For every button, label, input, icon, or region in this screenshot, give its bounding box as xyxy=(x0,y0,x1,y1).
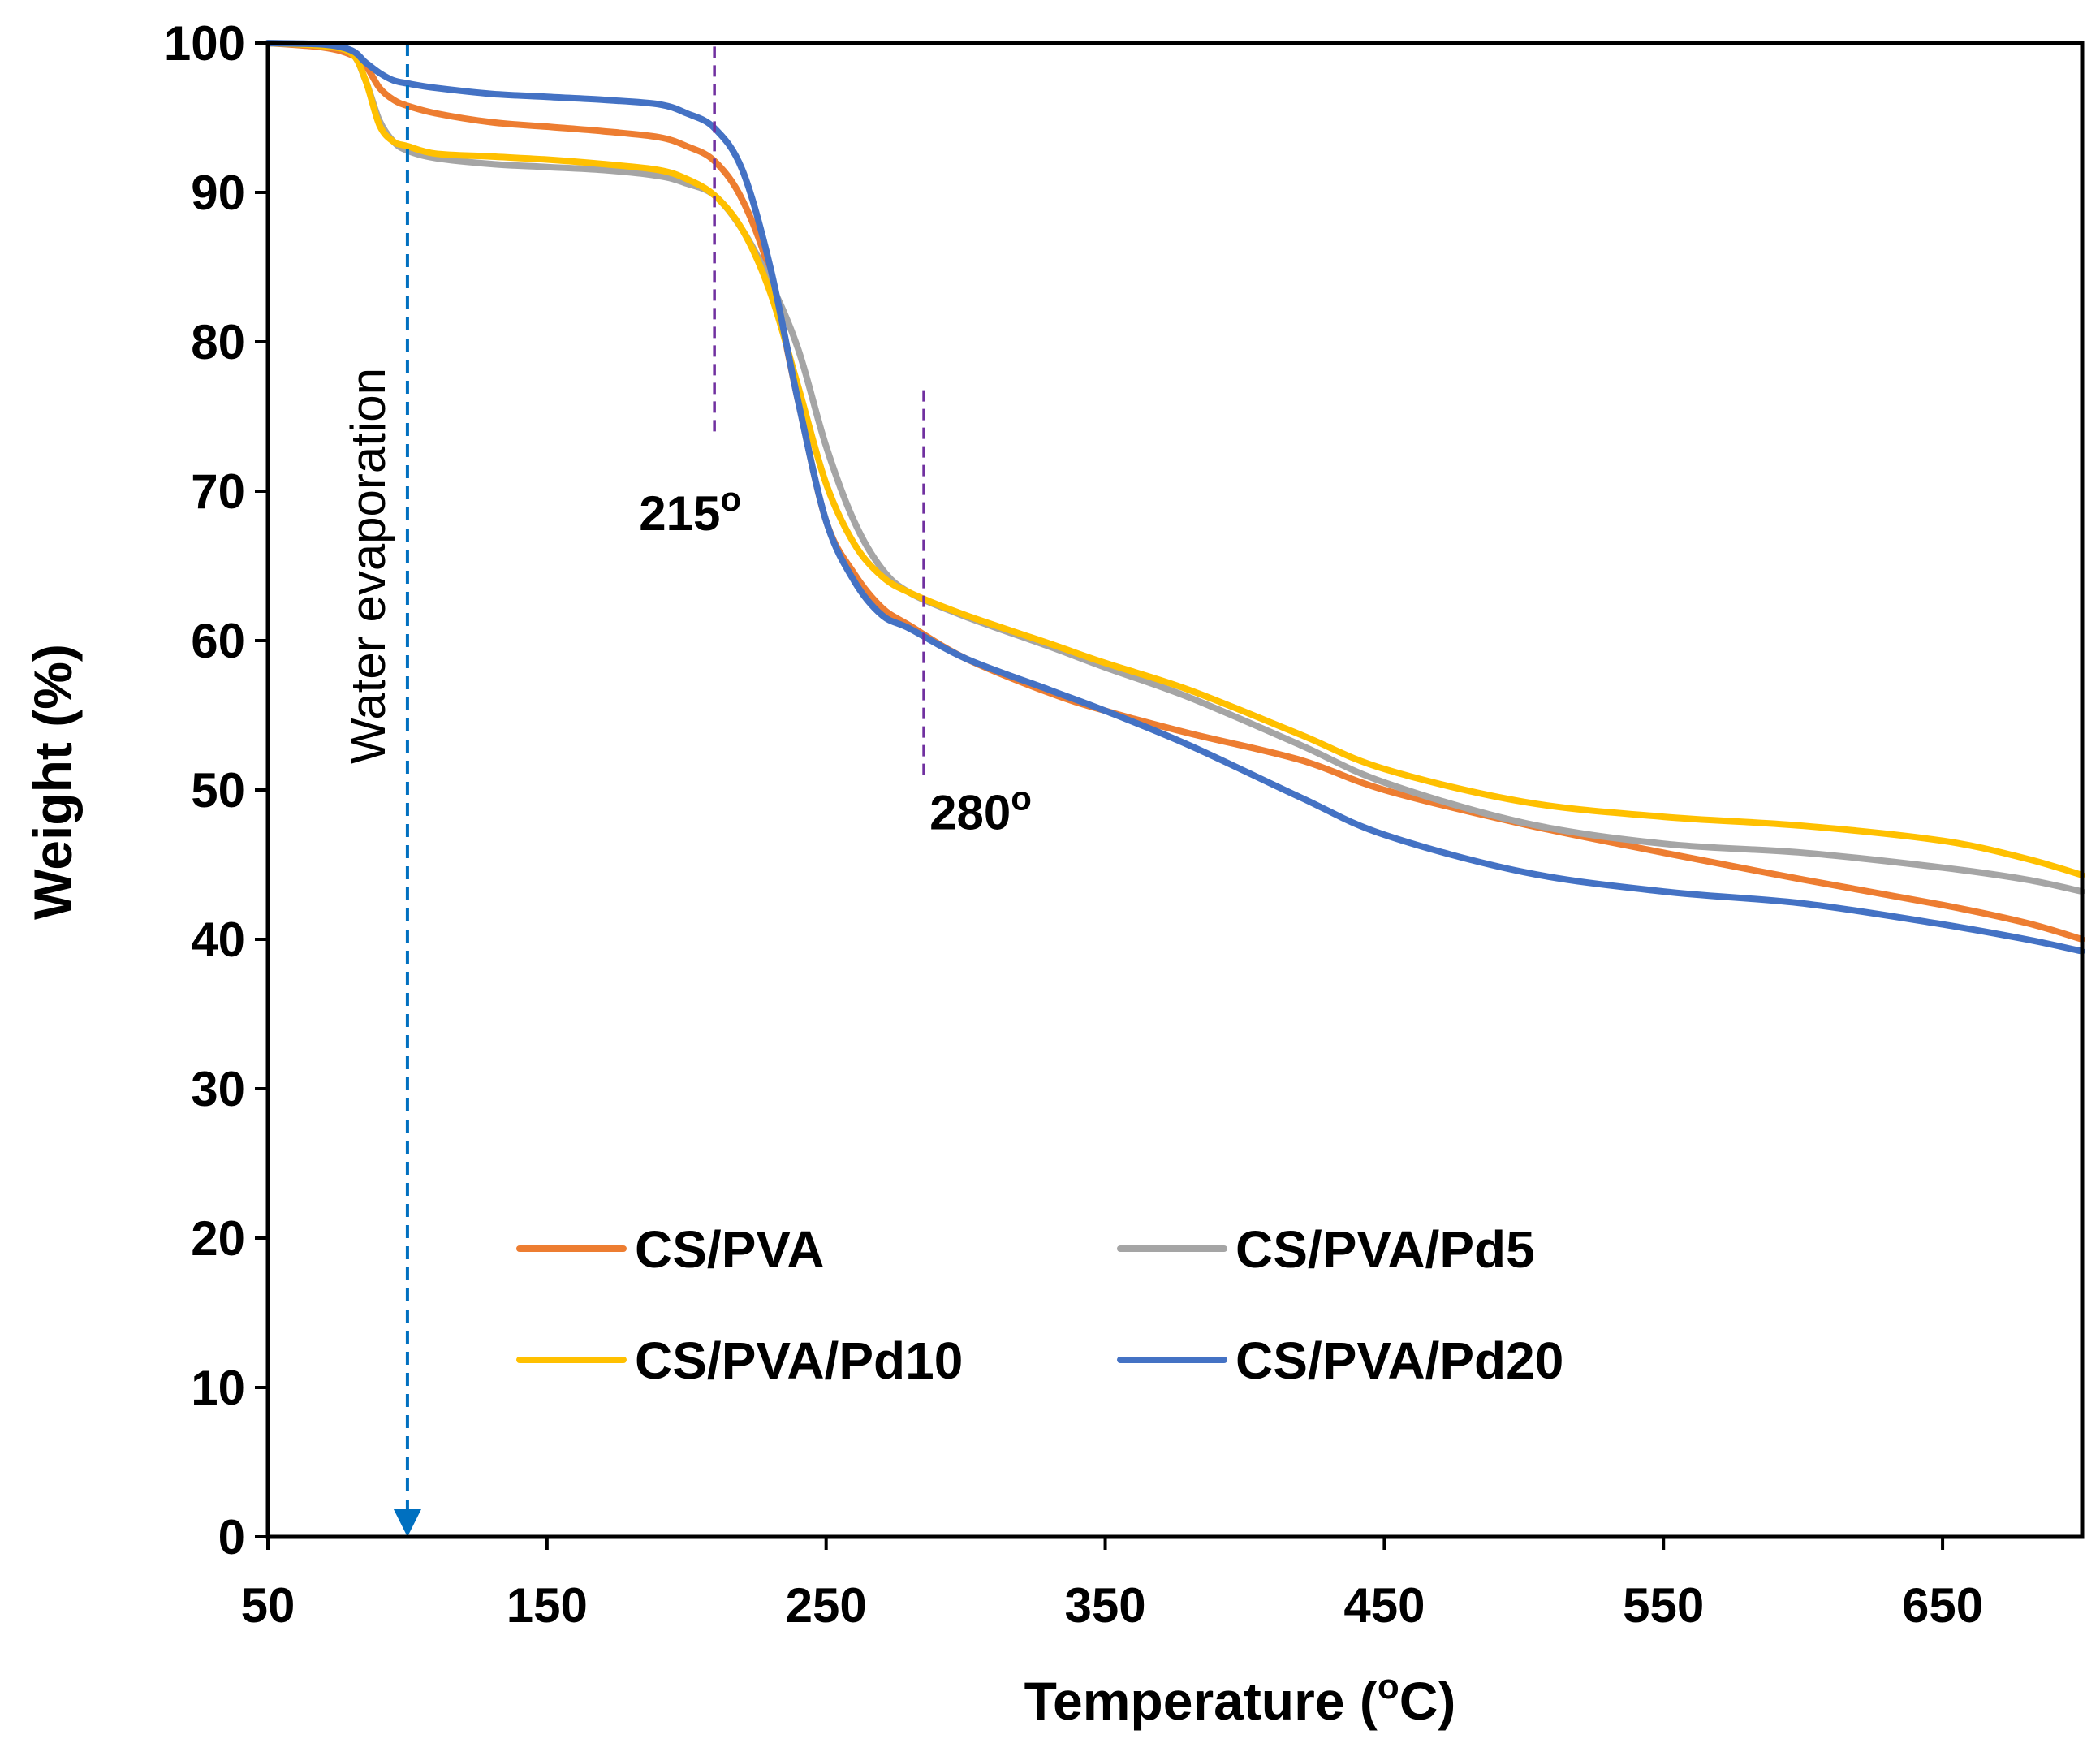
x-tick-label: 250 xyxy=(786,1578,867,1633)
annotation-label-280: 280o xyxy=(929,779,1032,839)
y-tick-label: 10 xyxy=(191,1361,245,1415)
y-tick-label: 90 xyxy=(191,166,245,220)
series-line-cs-pva-pd10 xyxy=(265,40,2085,878)
water-evaporation-arrowhead xyxy=(393,1509,421,1537)
x-tick-label: 350 xyxy=(1064,1578,1145,1633)
x-axis-title-main: Temperature ( xyxy=(1024,1671,1378,1731)
x-tick-label: 450 xyxy=(1343,1578,1425,1633)
x-tick-label: 150 xyxy=(507,1578,588,1633)
y-tick-label: 40 xyxy=(191,913,245,967)
y-axis-title: Weight (%) xyxy=(23,644,83,920)
annotation-280-value: 280 xyxy=(929,785,1011,839)
annotation-215-value: 215 xyxy=(639,486,720,541)
water-evaporation-label: Water evaporation xyxy=(341,368,395,764)
y-tick-label: 30 xyxy=(191,1062,245,1116)
y-axis-ticks: 0 10 20 30 40 50 60 70 80 90 100 xyxy=(164,16,268,1564)
x-axis-title-degree: o xyxy=(1378,1667,1399,1707)
y-tick-label: 100 xyxy=(164,16,245,71)
annotation-layer xyxy=(393,43,925,1537)
y-tick-label: 20 xyxy=(191,1211,245,1266)
x-tick-label: 650 xyxy=(1902,1578,1983,1633)
x-axis-title: Temperature (oC) xyxy=(1024,1667,1456,1731)
x-axis-ticks: 50 150 250 350 450 550 650 xyxy=(241,1537,1983,1633)
annotation-215-degree: o xyxy=(720,480,741,518)
annotation-280-degree: o xyxy=(1011,779,1032,817)
legend-label-cs-pva: CS/PVA xyxy=(635,1220,825,1279)
legend: CS/PVA CS/PVA/Pd5 CS/PVA/Pd10 CS/PVA/Pd20 xyxy=(516,1220,1563,1390)
annotation-label-215: 215o xyxy=(639,480,741,541)
y-tick-label: 0 xyxy=(218,1510,245,1564)
y-tick-label: 70 xyxy=(191,464,245,519)
y-tick-label: 80 xyxy=(191,315,245,369)
series-line-cs-pva-pd20 xyxy=(265,40,2085,955)
x-tick-label: 50 xyxy=(241,1578,295,1633)
y-tick-label: 60 xyxy=(191,614,245,668)
y-tick-label: 50 xyxy=(191,763,245,818)
x-axis-title-end: C) xyxy=(1399,1671,1456,1731)
legend-label-cs-pva-pd20: CS/PVA/Pd20 xyxy=(1235,1331,1563,1390)
x-tick-label: 550 xyxy=(1623,1578,1704,1633)
series-layer xyxy=(265,40,2085,955)
legend-label-cs-pva-pd10: CS/PVA/Pd10 xyxy=(635,1331,963,1390)
series-line-cs-pva-pd5 xyxy=(265,40,2085,895)
legend-label-cs-pva-pd5: CS/PVA/Pd5 xyxy=(1235,1220,1535,1279)
